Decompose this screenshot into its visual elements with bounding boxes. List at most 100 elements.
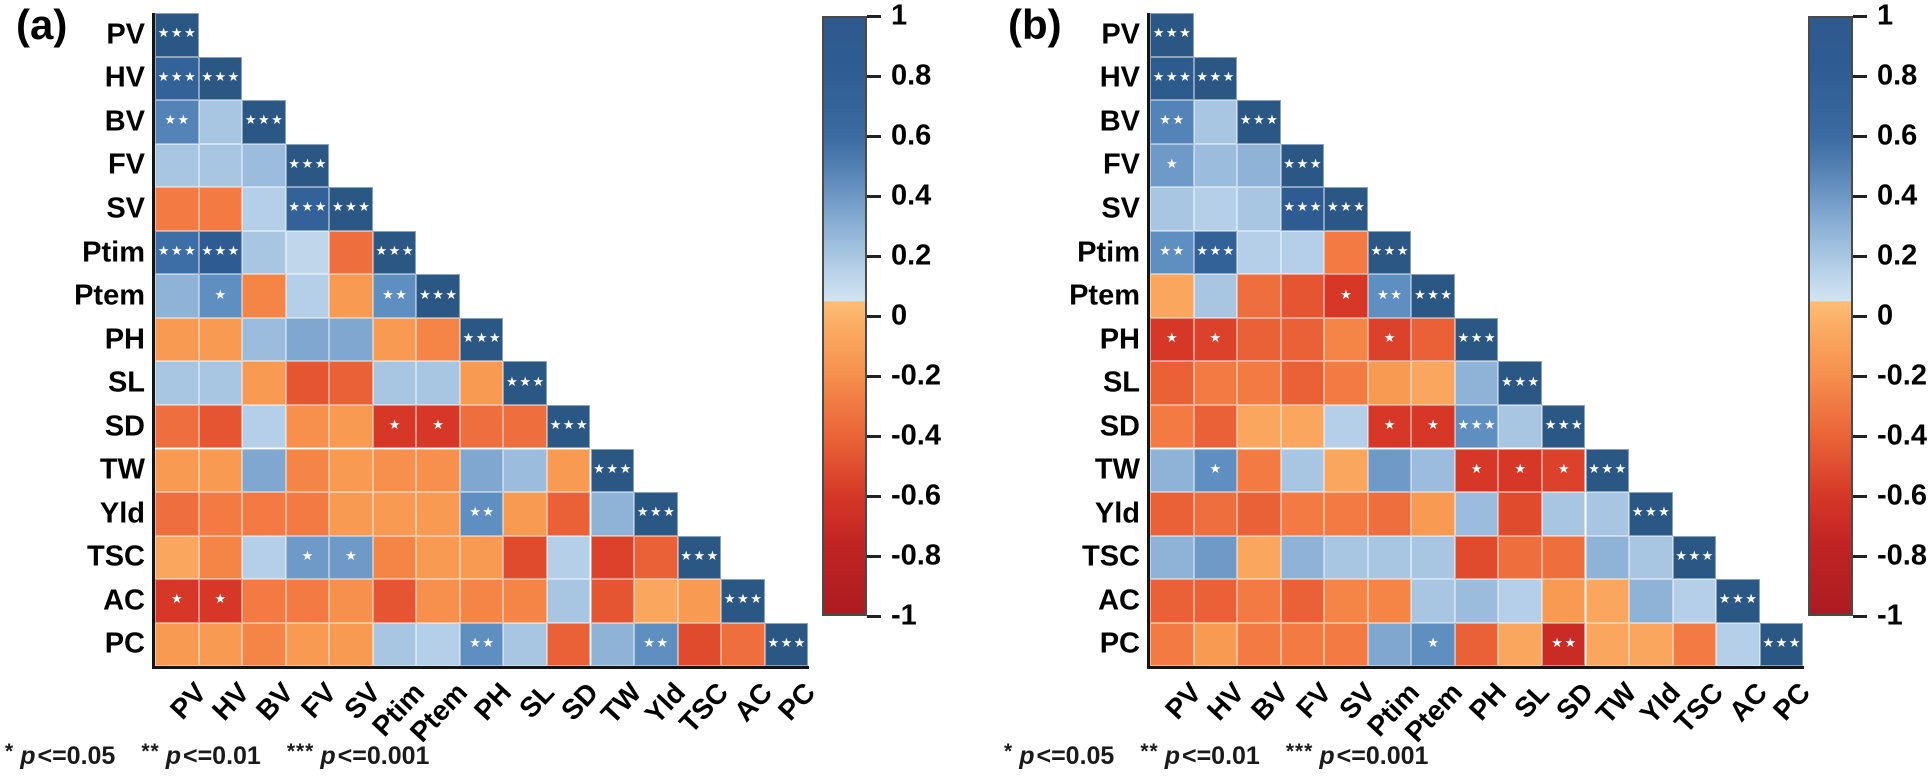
heatmap-cell-TW-FV: [1280, 448, 1325, 493]
significance-stars: ★★★: [1675, 547, 1715, 563]
heatmap-cell-SV-BV: [242, 187, 286, 231]
heatmap-cell-SV-SV: ★★★: [1324, 187, 1368, 231]
significance-stars: ★★★: [1631, 504, 1672, 520]
heatmap-cell-TW-TW: ★★★: [1585, 448, 1630, 493]
significance-stars: ★: [214, 286, 228, 302]
heatmap-cell-PC-PV: [1150, 622, 1194, 667]
heatmap-cell-Yld-BV: [1237, 492, 1281, 536]
significance-stars: ★★★: [1326, 199, 1367, 215]
heatmap-cell-Yld-Ptim: [1367, 492, 1412, 536]
heatmap-cell-TW-PV: [1150, 448, 1194, 493]
heatmap-cell-PC-AC: [1716, 622, 1760, 667]
colorbar-tick: [1853, 135, 1867, 138]
heatmap-cell-Ptim-SV: [329, 230, 373, 275]
heatmap-cell-SD-HV: [1193, 404, 1238, 449]
heatmap-cell-SV-PV: [1150, 187, 1194, 231]
heatmap-cell-PH-Ptem: [416, 317, 460, 362]
heatmap-cell-Ptim-SV: [1324, 230, 1368, 275]
heatmap-cell-AC-PV: ★: [155, 579, 199, 623]
significance-stars: ★★: [469, 504, 496, 520]
significance-stars: ★★★: [1283, 155, 1323, 171]
heatmap-cell-Ptem-BV: [1237, 274, 1281, 318]
significance-stars: ★★★: [1196, 68, 1236, 84]
row-label-SL: SL: [107, 366, 145, 399]
heatmap-cell-Yld-Ptem: [416, 492, 460, 536]
heatmap-cell-AC-TSC: [677, 579, 722, 623]
heatmap-cell-SD-SL: [503, 404, 547, 449]
significance-stars: ★★★: [1588, 460, 1628, 476]
significance-stars: ★★★: [1457, 417, 1498, 433]
colorbar-tick-label: 0.6: [891, 119, 932, 152]
heatmap-cell-SD-SV: [1324, 404, 1368, 449]
heatmap-cell-TSC-PH: [459, 535, 504, 580]
heatmap-cell-PH-HV: [198, 317, 243, 362]
colorbar-tick: [1853, 315, 1867, 318]
significance-stars: ★★★: [1457, 330, 1498, 346]
heatmap-cell-PC-TW: [590, 622, 635, 667]
heatmap-cell-SD-BV: [242, 404, 286, 449]
significance-stars: ★★: [1159, 243, 1186, 259]
row-label-Ptim: Ptim: [1077, 236, 1140, 269]
heatmap-cell-PC-PC: ★★★: [764, 622, 809, 667]
heatmap-cell-SL-SV: [329, 361, 373, 405]
heatmap-cell-PC-PC: ★★★: [1759, 622, 1804, 667]
colorbar-tick: [867, 555, 881, 558]
heatmap-cell-TW-FV: [285, 448, 330, 493]
heatmap-cell-AC-PV: [1150, 579, 1194, 623]
heatmap-cell-PC-Ptem: [416, 622, 460, 667]
colorbar-tick-label: -0.8: [1877, 539, 1927, 572]
heatmap-cell-Ptem-Ptim: ★★: [1367, 274, 1412, 318]
heatmap-cell-Yld-SV: [1324, 492, 1368, 536]
significance-legend-item: ** p<=0.01: [1140, 740, 1260, 770]
heatmap-cell-PH-HV: ★: [1193, 317, 1238, 362]
heatmap-cell-HV-PV: ★★★: [1150, 56, 1194, 101]
heatmap-cell-BV-HV: [1193, 100, 1238, 144]
heatmap-cell-Ptim-PV: ★★: [1150, 230, 1194, 275]
colorbar-tick-label: 1: [891, 0, 908, 32]
heatmap-cell-PC-PV: [155, 622, 199, 667]
heatmap-cell-Ptem-Ptim: ★★: [372, 274, 417, 318]
legend-threshold: <=0.001: [337, 742, 430, 770]
heatmap-cell-PH-Ptem: [1411, 317, 1455, 362]
significance-stars: ★: [1427, 417, 1441, 433]
heatmap-cell-SD-Ptim: ★: [372, 404, 417, 449]
heatmap-cell-AC-TW: [590, 579, 635, 623]
heatmap-cell-BV-HV: [198, 100, 243, 144]
heatmap-cell-PC-Ptim: [372, 622, 417, 667]
heatmap-cell-SD-SD: ★★★: [1541, 404, 1586, 449]
heatmap-cell-AC-PH: [1454, 579, 1499, 623]
heatmap-cell-FV-HV: [198, 143, 243, 188]
colorbar-tick-label: 0: [1877, 299, 1894, 332]
significance-stars: ★★: [164, 112, 191, 128]
significance-stars: ★★★: [1239, 112, 1280, 128]
significance-legend-item: * p<=0.05: [1004, 740, 1114, 770]
heatmap-cell-PH-FV: [285, 317, 330, 362]
legend-threshold: <=0.05: [37, 742, 116, 770]
heatmap-cell-PC-FV: [1280, 622, 1325, 667]
significance-stars: ★★★: [593, 460, 633, 476]
row-label-HV: HV: [1099, 61, 1140, 94]
heatmap-cell-PC-Yld: ★★: [634, 622, 678, 667]
colorbar-tick: [1853, 75, 1867, 78]
heatmap-cell-AC-FV: [1280, 579, 1325, 623]
colorbar-tick-label: -1: [1877, 599, 1903, 632]
significance-stars: ★★★: [157, 243, 198, 259]
legend-stars: *: [1004, 740, 1014, 763]
significance-legend-a: * p<=0.05 ** p<=0.01 *** p<=0.001: [5, 740, 455, 771]
heatmap-cell-Ptem-Ptem: ★★★: [416, 274, 460, 318]
heatmap-cell-Ptim-HV: ★★★: [1193, 230, 1238, 275]
heatmap-cell-SL-FV: [1280, 361, 1325, 405]
colorbar-tick: [1853, 555, 1867, 558]
heatmap-cell-FV-HV: [1193, 143, 1238, 188]
heatmap-cell-PC-BV: [242, 622, 286, 667]
significance-legend-b: * p<=0.05 ** p<=0.01 *** p<=0.001: [1004, 740, 1454, 771]
heatmap-cell-SD-PH: [459, 404, 504, 449]
heatmap-cell-Ptem-FV: [1280, 274, 1325, 318]
row-label-Ptim: Ptim: [82, 236, 145, 269]
heatmap-cell-Ptem-PV: [155, 274, 199, 318]
significance-stars: ★: [1383, 330, 1397, 346]
legend-stars: ***: [1285, 740, 1314, 763]
colorbar-tick: [867, 435, 881, 438]
heatmap-cell-TSC-PV: [1150, 535, 1194, 580]
row-label-SL: SL: [1102, 366, 1140, 399]
